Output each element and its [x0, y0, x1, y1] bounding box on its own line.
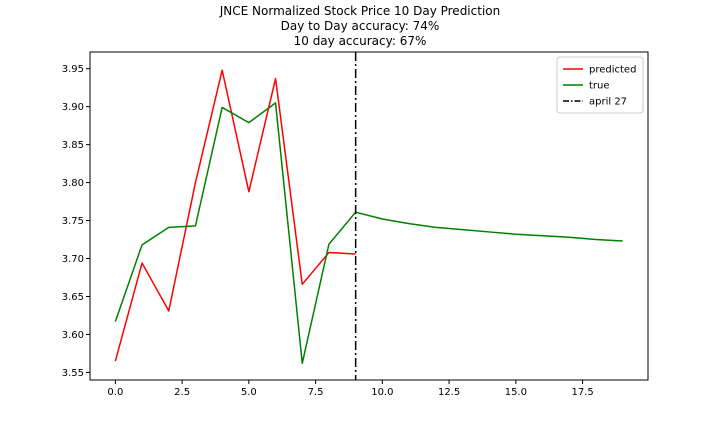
- y-tick-label: 3.80: [62, 178, 84, 189]
- legend-label-true: true: [589, 81, 610, 92]
- x-tick-label: 15.0: [505, 387, 527, 398]
- x-tick-label: 12.5: [438, 387, 460, 398]
- chart-title-line-3: 10 day accuracy: 67%: [293, 34, 427, 48]
- legend-label-april-27: april 27: [589, 97, 627, 108]
- chart-title-line-1: JNCE Normalized Stock Price 10 Day Predi…: [219, 4, 501, 18]
- series-line-predicted: [114, 69, 356, 362]
- chart-title-line-2: Day to Day accuracy: 74%: [280, 19, 440, 33]
- x-tick-label: 17.5: [571, 387, 593, 398]
- x-tick-label: 5.0: [241, 387, 257, 398]
- y-tick-label: 3.70: [62, 254, 84, 265]
- series-line-true: [114, 102, 623, 365]
- y-tick-label: 3.95: [62, 64, 84, 75]
- y-tick-label: 3.65: [62, 292, 84, 303]
- y-tick-label: 3.55: [62, 368, 84, 379]
- x-tick-label: 2.5: [174, 387, 190, 398]
- legend-label-predicted: predicted: [589, 65, 636, 76]
- y-tick-label: 3.90: [62, 102, 84, 113]
- y-tick-label: 3.85: [62, 140, 84, 151]
- legend-box: [556, 56, 644, 114]
- x-tick-label: 0.0: [107, 387, 123, 398]
- plot-area-frame: [89, 51, 649, 381]
- x-tick-label: 7.5: [308, 387, 324, 398]
- legend: predicted true april 27: [556, 56, 644, 114]
- y-tick-label: 3.75: [62, 216, 84, 227]
- y-tick-label: 3.60: [62, 330, 84, 341]
- x-tick-label: 10.0: [371, 387, 393, 398]
